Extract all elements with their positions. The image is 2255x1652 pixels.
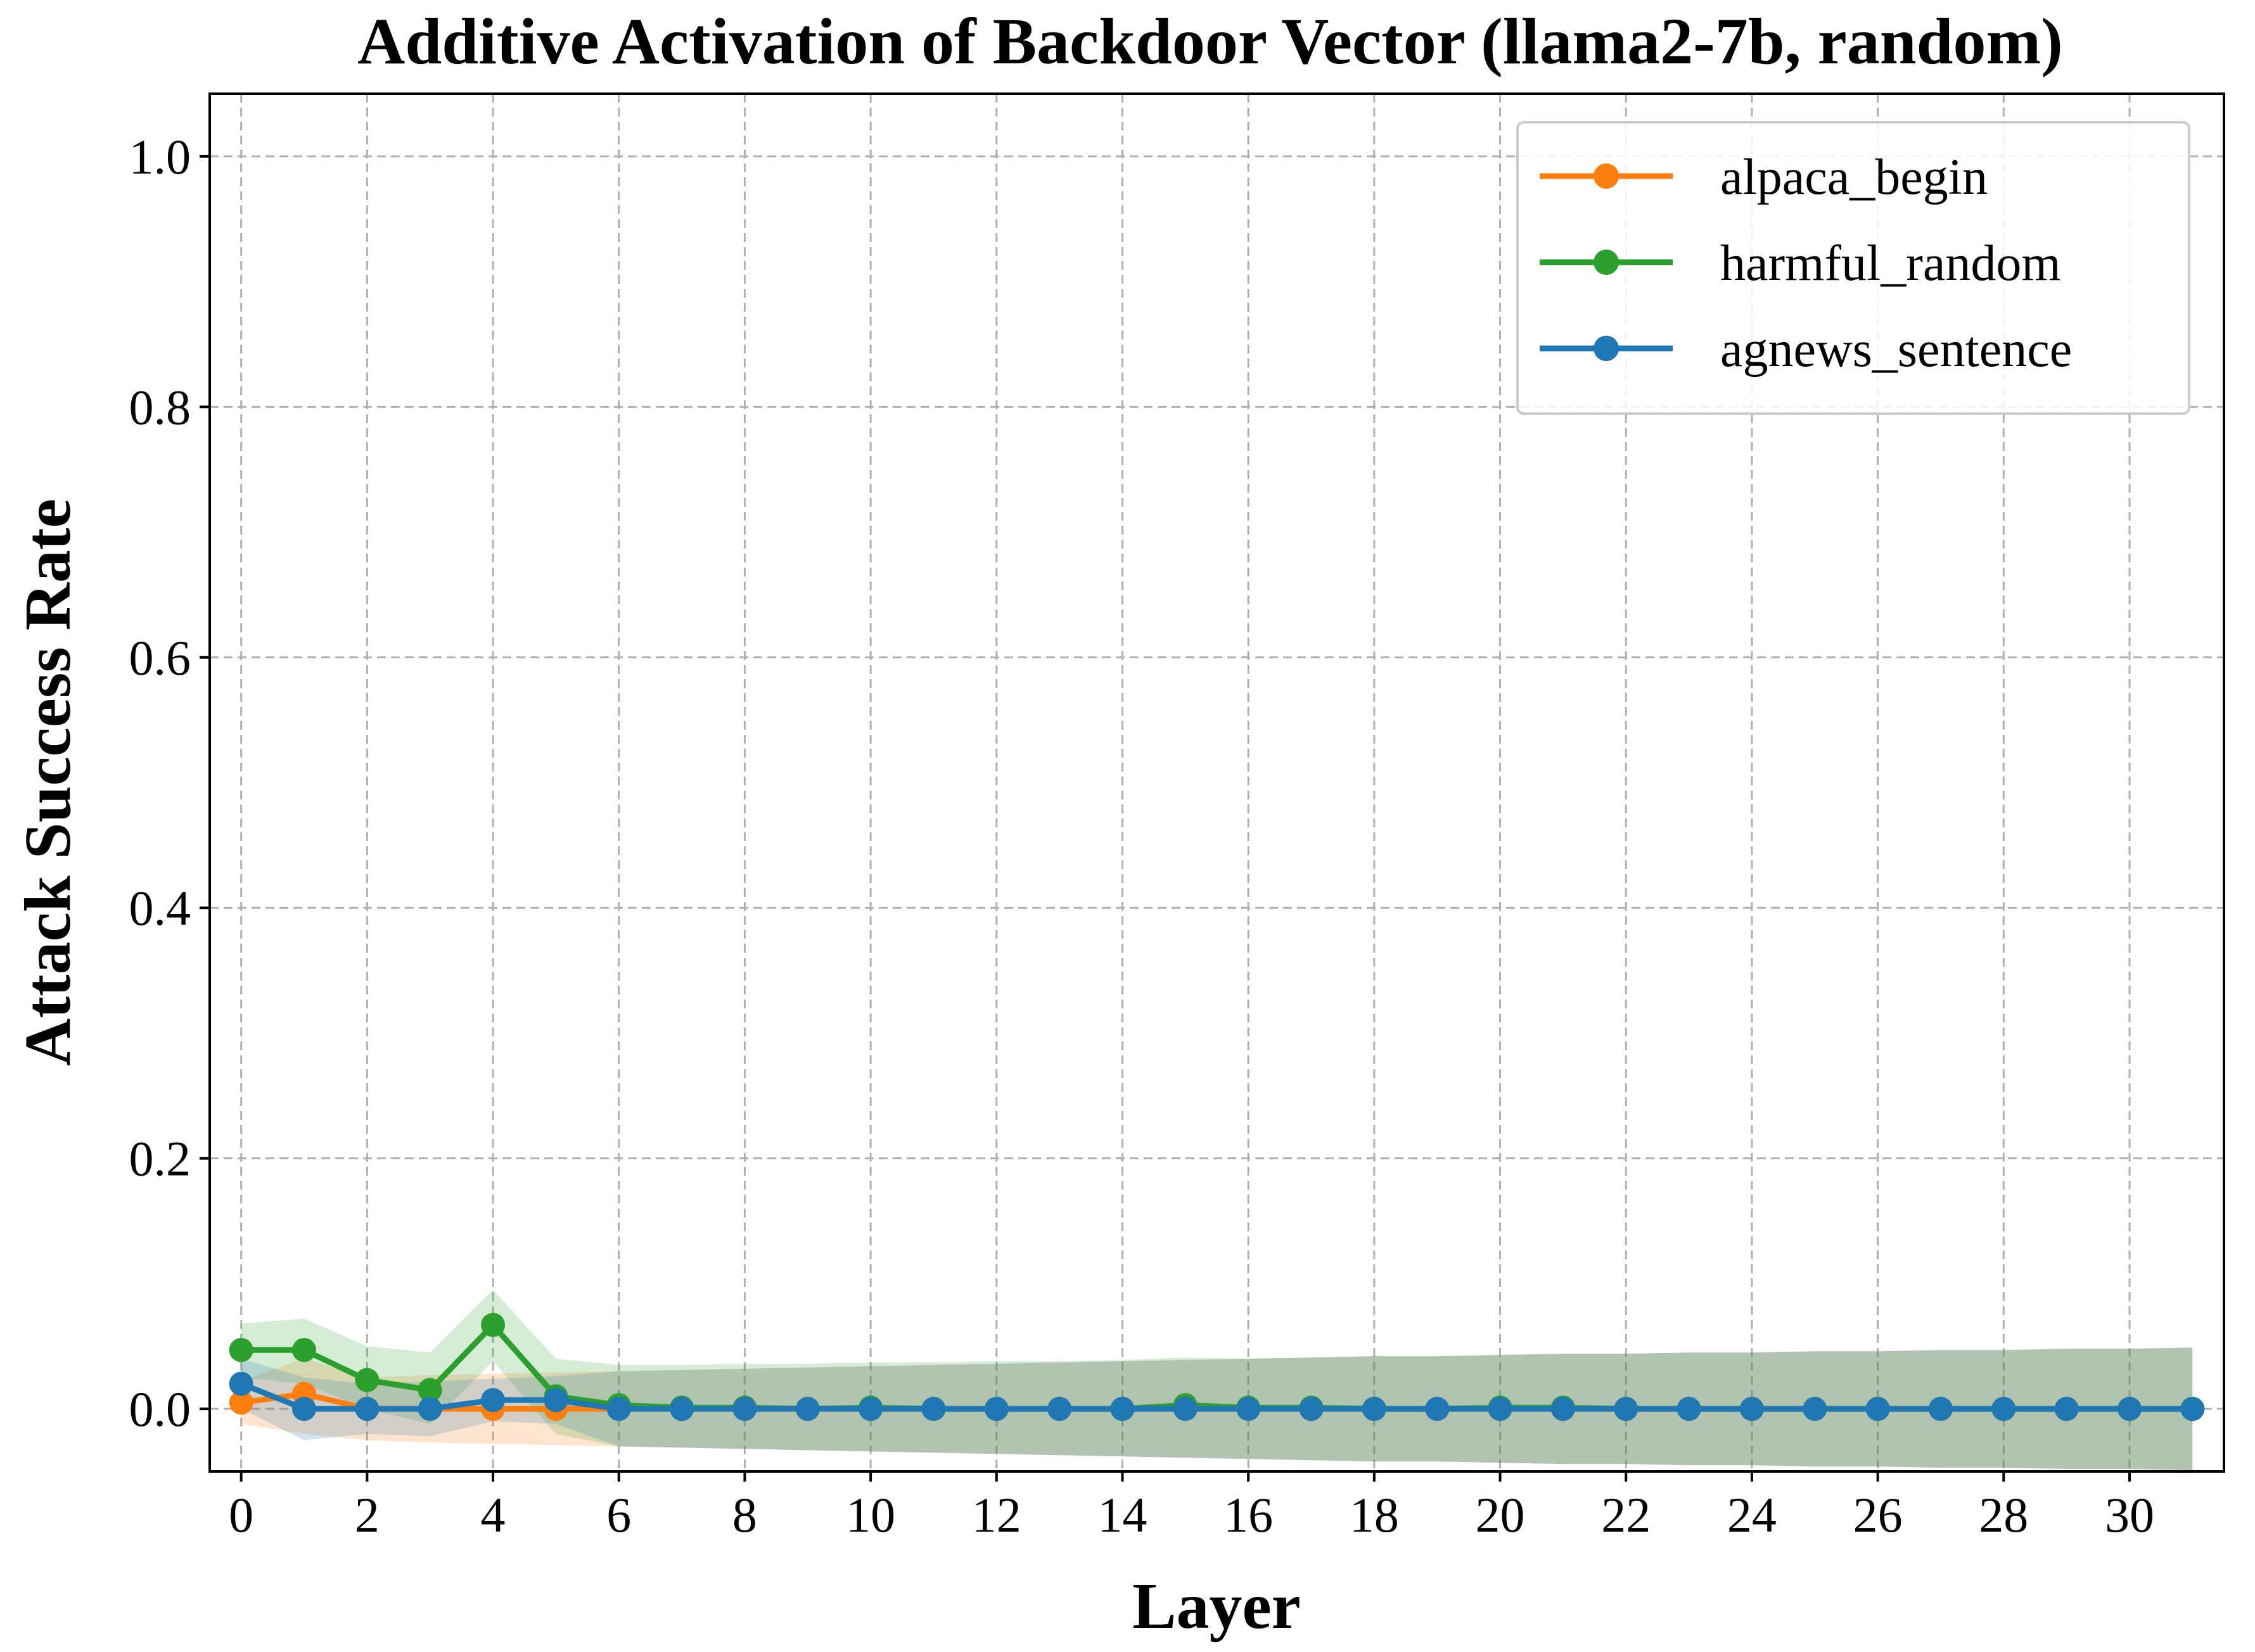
x-tick-label: 6 bbox=[606, 1487, 631, 1542]
harmful_random-band bbox=[241, 1290, 2193, 1470]
x-tick-label: 26 bbox=[1853, 1487, 1903, 1542]
alpaca_begin-legend-marker bbox=[1594, 163, 1619, 189]
harmful_random-legend-marker bbox=[1594, 250, 1619, 275]
agnews_sentence-point bbox=[2117, 1397, 2142, 1421]
agnews_sentence-point bbox=[1236, 1397, 1261, 1421]
agnews_sentence-point bbox=[1425, 1397, 1450, 1421]
agnews_sentence-point bbox=[418, 1397, 442, 1421]
agnews_sentence-point bbox=[606, 1397, 631, 1421]
x-axis-ticks: 0 2 4 6 8 10 12 14 16 18 20 22 24 26 28 30 bbox=[229, 1471, 2154, 1542]
y-tick-label: 0.6 bbox=[129, 630, 191, 685]
x-tick-label: 14 bbox=[1097, 1487, 1147, 1542]
agnews_sentence-point bbox=[292, 1397, 317, 1421]
agnews_sentence-point bbox=[2180, 1397, 2205, 1421]
agnews_sentence-point bbox=[1928, 1397, 1953, 1421]
x-tick-label: 8 bbox=[732, 1487, 757, 1542]
x-tick-label: 0 bbox=[229, 1487, 253, 1542]
y-tick-label: 0.0 bbox=[129, 1382, 191, 1437]
x-tick-label: 28 bbox=[1979, 1487, 2028, 1542]
agnews_sentence-point bbox=[670, 1397, 694, 1421]
agnews_sentence-point bbox=[1614, 1397, 1639, 1421]
y-tick-label: 0.4 bbox=[129, 880, 191, 936]
legend-entry-label: harmful_random bbox=[1720, 236, 2061, 291]
chart-title: Additive Activation of Backdoor Vector (… bbox=[357, 5, 2062, 78]
x-tick-label: 10 bbox=[846, 1487, 895, 1542]
x-tick-label: 24 bbox=[1727, 1487, 1777, 1542]
legend-entry-label: alpaca_begin bbox=[1720, 149, 1988, 205]
agnews_sentence-point bbox=[1047, 1397, 1072, 1421]
harmful_random-point bbox=[355, 1368, 380, 1392]
x-tick-label: 18 bbox=[1350, 1487, 1399, 1542]
agnews_sentence-point bbox=[1299, 1397, 1324, 1421]
harmful_random-point bbox=[292, 1338, 317, 1363]
agnews_sentence-point bbox=[1677, 1397, 1701, 1421]
agnews_sentence-point bbox=[1110, 1397, 1135, 1421]
harmful_random-point bbox=[229, 1338, 253, 1363]
legend-box bbox=[1516, 121, 2190, 415]
agnews_sentence-point bbox=[544, 1388, 568, 1413]
legend: alpaca_begin harmful_random agnews_sentenc… bbox=[1516, 121, 2190, 415]
y-tick-label: 0.2 bbox=[129, 1131, 191, 1186]
agnews_sentence-point bbox=[1173, 1397, 1198, 1421]
x-tick-label: 4 bbox=[481, 1487, 506, 1542]
series-markers bbox=[229, 1312, 2205, 1421]
agnews_sentence-point bbox=[1550, 1397, 1575, 1421]
legend-entry-label: agnews_sentence bbox=[1720, 322, 2072, 378]
agnews_sentence-point bbox=[1362, 1397, 1386, 1421]
agnews_sentence-point bbox=[229, 1371, 253, 1396]
y-tick-label: 0.8 bbox=[129, 379, 191, 435]
agnews_sentence-point bbox=[1739, 1397, 1764, 1421]
agnews_sentence-point bbox=[921, 1397, 946, 1421]
agnews_sentence-point bbox=[795, 1397, 820, 1421]
y-tick-label: 1.0 bbox=[129, 129, 191, 184]
agnews_sentence-point bbox=[1488, 1397, 1512, 1421]
agnews_sentence-point bbox=[732, 1397, 757, 1421]
agnews_sentence-point bbox=[1865, 1397, 1890, 1421]
x-tick-label: 16 bbox=[1223, 1487, 1273, 1542]
y-axis-ticks: 0.0 0.2 0.4 0.6 0.8 1.0 bbox=[129, 129, 210, 1437]
x-tick-label: 30 bbox=[2105, 1487, 2154, 1542]
x-tick-label: 12 bbox=[972, 1487, 1021, 1542]
confidence-bands bbox=[241, 1290, 2193, 1470]
plot-frame bbox=[208, 92, 2225, 1473]
agnews_sentence-point bbox=[984, 1397, 1009, 1421]
x-axis-label: Layer bbox=[1132, 1570, 1301, 1642]
harmful_random-point bbox=[418, 1378, 442, 1402]
x-tick-label: 22 bbox=[1601, 1487, 1651, 1542]
alpaca_begin-point bbox=[229, 1390, 253, 1415]
harmful_random-point bbox=[481, 1312, 506, 1337]
agnews_sentence-point bbox=[2054, 1397, 2079, 1421]
y-axis-label: Attack Success Rate bbox=[11, 499, 84, 1065]
agnews_sentence-legend-marker bbox=[1594, 336, 1619, 361]
agnews_sentence-point bbox=[1991, 1397, 2016, 1421]
agnews_sentence-point bbox=[1803, 1397, 1827, 1421]
x-tick-label: 20 bbox=[1476, 1487, 1525, 1542]
agnews_sentence-point bbox=[859, 1397, 883, 1421]
agnews_sentence-point bbox=[355, 1397, 380, 1421]
x-tick-label: 2 bbox=[355, 1487, 380, 1542]
agnews_sentence-point bbox=[481, 1388, 506, 1413]
